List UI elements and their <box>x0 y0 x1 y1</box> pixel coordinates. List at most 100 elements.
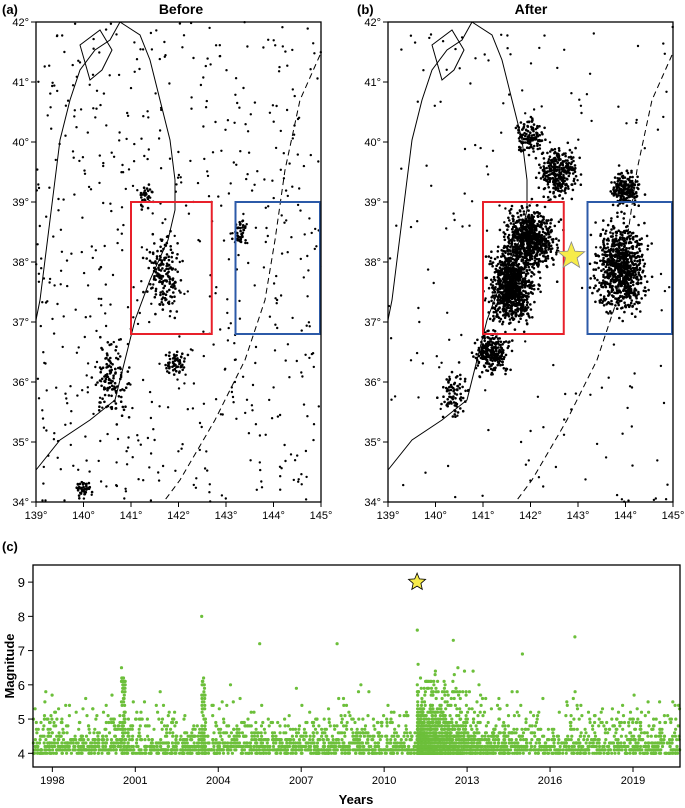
quake-dot <box>532 288 536 291</box>
quake-dot <box>454 397 457 400</box>
quake-dot <box>114 391 118 394</box>
quake-dot <box>492 301 495 305</box>
quake-dot <box>69 385 72 388</box>
quake-dot <box>498 337 502 340</box>
quake-dot <box>52 235 55 238</box>
quake-dot <box>530 281 533 285</box>
quake-dot <box>160 301 163 304</box>
quake-dot <box>642 265 646 268</box>
quake-dot <box>525 269 529 273</box>
quake-dot <box>537 258 540 261</box>
magnitude-point <box>347 710 351 714</box>
quake-dot <box>208 295 212 298</box>
magnitude-point <box>55 717 59 721</box>
quake-dot <box>536 142 539 146</box>
quake-dot <box>634 315 637 319</box>
quake-dot <box>440 361 443 364</box>
quake-dot <box>622 280 626 283</box>
lat-tick-label: 36° <box>364 377 381 389</box>
magnitude-point <box>156 710 160 714</box>
quake-dot <box>274 323 277 326</box>
quake-dot <box>617 239 620 242</box>
quake-dot <box>124 386 128 390</box>
quake-dot <box>240 233 244 237</box>
quake-dot <box>509 53 512 56</box>
quake-dot <box>527 265 530 269</box>
quake-dot <box>522 294 526 297</box>
quake-dot <box>547 186 550 189</box>
quake-dot <box>629 234 633 237</box>
quake-dot <box>533 256 537 260</box>
quake-dot <box>589 277 592 280</box>
quake-dot <box>610 192 614 195</box>
quake-dot <box>506 249 509 252</box>
quake-dot <box>288 162 291 165</box>
quake-dot <box>157 479 161 482</box>
magnitude-point <box>597 744 602 749</box>
quake-dot <box>176 378 179 381</box>
quake-dot <box>297 478 300 481</box>
magnitude-point <box>162 724 167 728</box>
quake-dot <box>308 217 311 220</box>
quake-dot <box>101 406 104 409</box>
quake-dot <box>543 222 547 225</box>
quake-dot <box>594 246 598 249</box>
quake-dot <box>209 63 212 66</box>
quake-dot <box>120 232 124 235</box>
quake-dot <box>107 358 110 362</box>
quake-dot <box>516 296 520 300</box>
quake-dot <box>634 256 637 260</box>
quake-dot <box>550 148 553 151</box>
quake-dot <box>120 171 123 174</box>
quake-dot <box>610 245 614 248</box>
quake-dot <box>624 250 628 253</box>
quake-dot <box>508 291 511 294</box>
quake-dot <box>473 341 477 345</box>
quake-dot <box>435 355 438 358</box>
quake-dot <box>637 223 640 227</box>
quake-dot <box>121 405 125 409</box>
quake-dot <box>569 167 573 171</box>
quake-dot <box>522 141 525 144</box>
quake-dot <box>496 315 500 318</box>
quake-dot <box>158 405 161 408</box>
quake-dot <box>516 294 519 298</box>
quake-dot <box>173 316 177 320</box>
quake-dot <box>491 373 494 376</box>
quake-dot <box>520 225 523 229</box>
quake-dot <box>631 262 634 265</box>
quake-dot <box>612 295 615 298</box>
quake-dot <box>198 421 202 425</box>
quake-dot <box>539 276 542 280</box>
quake-dot <box>483 365 487 369</box>
quake-dot <box>513 284 516 287</box>
quake-dot <box>515 245 519 249</box>
quake-dot <box>275 104 278 108</box>
quake-dot <box>542 426 545 429</box>
quake-dot <box>521 283 524 287</box>
quake-dot <box>264 206 267 209</box>
quake-dot <box>242 212 245 216</box>
quake-dot <box>492 275 496 279</box>
quake-dot <box>621 231 625 234</box>
quake-dot <box>178 289 181 292</box>
quake-dot <box>306 295 309 298</box>
quake-dot <box>544 175 548 178</box>
quake-dot <box>41 499 44 502</box>
quake-dot <box>479 146 482 150</box>
quake-dot <box>182 366 186 369</box>
quake-dot <box>175 256 178 260</box>
quake-dot <box>499 317 503 321</box>
quake-dot <box>53 284 56 287</box>
quake-dot <box>448 392 451 395</box>
quake-dot <box>639 277 643 281</box>
quake-dot <box>191 407 195 410</box>
quake-dot <box>218 44 221 47</box>
quake-dot <box>498 351 501 354</box>
quake-dot <box>629 281 633 285</box>
magnitude-point <box>52 720 56 725</box>
quake-dot <box>532 273 536 276</box>
quake-dot <box>122 223 125 227</box>
quake-dot <box>133 41 136 44</box>
quake-dot <box>275 274 278 278</box>
